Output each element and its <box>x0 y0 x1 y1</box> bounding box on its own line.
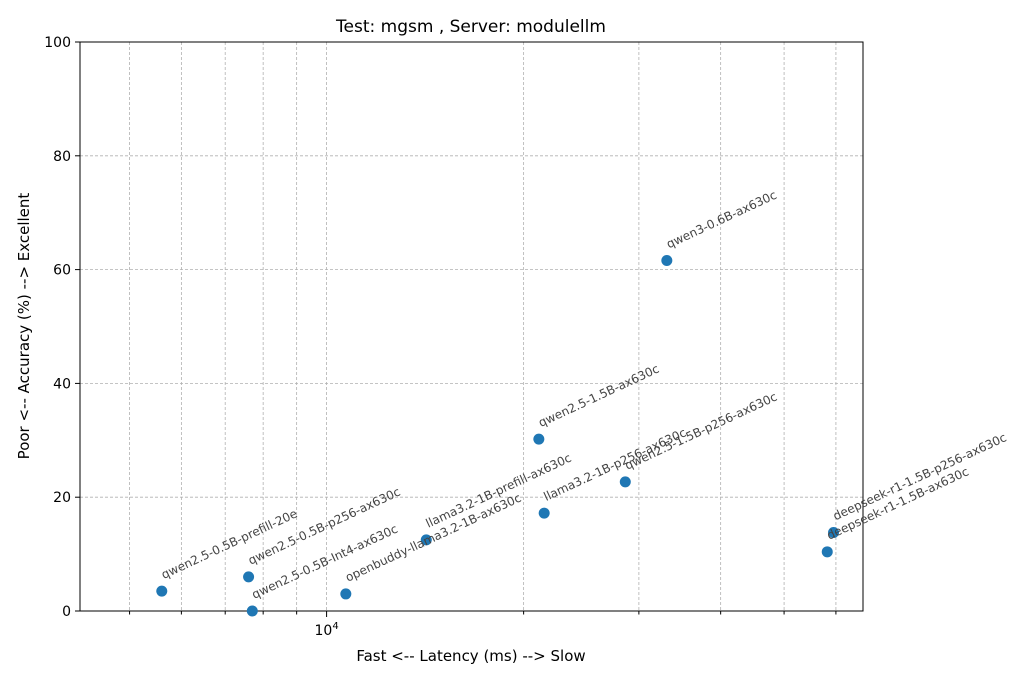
data-point <box>246 605 258 617</box>
y-tick-label: 0 <box>62 604 71 620</box>
data-point <box>156 585 168 597</box>
data-point <box>420 534 432 546</box>
point-labels: qwen2.5-0.5B-prefill-20eqwen2.5-0.5B-p25… <box>159 188 1009 602</box>
y-axis: 0 20 40 60 80 100 <box>44 35 80 620</box>
data-points <box>156 254 840 617</box>
data-point <box>828 526 840 538</box>
y-tick-label: 40 <box>53 376 71 392</box>
data-point <box>340 588 352 600</box>
y-tick-label: 60 <box>53 263 71 279</box>
data-point <box>821 546 833 558</box>
data-point <box>533 433 545 445</box>
x-axis-label: Fast <-- Latency (ms) --> Slow <box>356 647 585 665</box>
point-label: qwen3-0.6B-ax630c <box>664 188 779 251</box>
x-axis: 104 <box>129 611 837 639</box>
point-label: qwen2.5-1.5B-p256-ax630c <box>623 390 780 473</box>
y-tick-label: 20 <box>53 490 71 506</box>
y-tick-label: 80 <box>53 149 71 165</box>
point-label: qwen2.5-1.5B-ax630c <box>536 362 661 430</box>
chart-title: Test: mgsm , Server: modulellm <box>335 17 606 37</box>
y-tick-label: 100 <box>44 35 71 51</box>
data-point <box>538 507 550 519</box>
data-point <box>243 571 255 583</box>
data-point <box>661 254 673 266</box>
y-axis-label: Poor <-- Accuracy (%) --> Excellent <box>15 193 33 460</box>
x-tick-label: 104 <box>314 621 338 639</box>
plot-frame <box>79 41 864 612</box>
data-point <box>619 476 631 488</box>
point-label: deepseek-r1-1.5B-p256-ax630c <box>831 430 1009 523</box>
